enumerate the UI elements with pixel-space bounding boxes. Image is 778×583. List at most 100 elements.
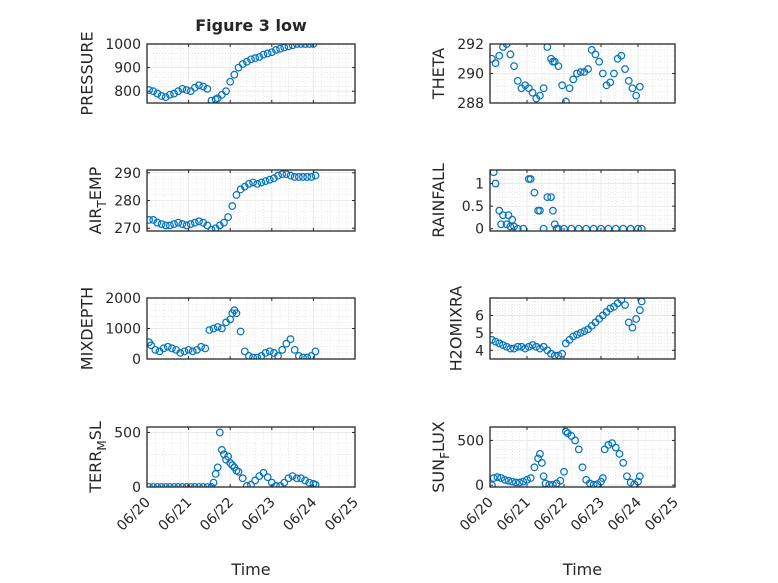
data-point — [176, 349, 185, 357]
data-point — [299, 353, 307, 359]
data-point — [528, 88, 537, 97]
data-point — [490, 481, 496, 487]
data-point — [249, 353, 257, 359]
data-point — [170, 483, 178, 487]
data-series — [490, 427, 644, 487]
y-tick-label: 270 — [114, 221, 141, 237]
subplot-top-right: 288 290 292 THETA — [429, 37, 676, 112]
data-point — [582, 224, 591, 231]
data-point — [174, 483, 183, 487]
data-point — [230, 70, 239, 79]
data-point — [170, 89, 178, 98]
data-point — [178, 483, 187, 487]
data-point — [286, 171, 295, 180]
data-point — [165, 90, 174, 99]
data-point — [261, 349, 270, 357]
data-point — [226, 77, 235, 86]
data-point — [623, 472, 631, 481]
data-point — [510, 62, 518, 71]
grid — [490, 170, 675, 231]
y-tick-label: 0 — [475, 478, 484, 494]
y-axis-label-part: LUX — [429, 421, 448, 452]
y-axis-label: SUNFLUX — [429, 421, 452, 493]
subplot-third-right: 45 6 H2OMIXRA — [446, 286, 676, 371]
data-point — [634, 224, 642, 231]
x-axis-label: Time — [562, 560, 602, 579]
data-point — [584, 65, 592, 73]
data-point — [307, 352, 316, 359]
data-point — [203, 84, 212, 93]
data-point — [261, 177, 270, 185]
data-point — [147, 86, 153, 94]
data-point — [161, 483, 170, 487]
data-point — [157, 92, 166, 100]
data-point — [294, 352, 303, 359]
y-tick-label: 280 — [114, 194, 141, 210]
data-point — [628, 84, 637, 93]
data-point — [263, 473, 272, 482]
data-point — [157, 483, 166, 487]
data-point — [558, 81, 567, 90]
y-tick-label: 800 — [114, 84, 141, 100]
data-point — [311, 347, 320, 356]
data-point — [168, 344, 176, 353]
data-point — [495, 51, 504, 60]
data-point — [547, 193, 555, 202]
data-point — [272, 46, 280, 54]
data-point — [301, 476, 309, 485]
data-series — [490, 170, 646, 231]
data-point — [251, 476, 260, 485]
data-point — [195, 217, 203, 226]
data-point — [560, 467, 568, 476]
y-tick-label: 500 — [114, 425, 141, 441]
data-point — [184, 345, 193, 354]
data-point — [251, 54, 260, 63]
data-point — [573, 69, 581, 78]
data-point — [288, 472, 297, 480]
y-axis-label: MIXDEPTH — [78, 287, 97, 370]
data-point — [604, 224, 613, 231]
y-axis-label-part: TERR — [86, 451, 105, 494]
data-point — [561, 97, 570, 103]
data-point — [199, 483, 208, 487]
data-series — [490, 298, 646, 359]
data-point — [536, 344, 544, 353]
data-point — [232, 191, 241, 199]
data-point — [178, 220, 187, 228]
data-point — [147, 483, 153, 487]
data-point — [574, 224, 583, 231]
y-axis-label: AIRTEMP — [86, 166, 109, 234]
data-point — [580, 327, 589, 336]
data-point — [536, 91, 544, 100]
axes-box — [146, 426, 356, 488]
data-point — [199, 82, 208, 91]
data-point — [619, 458, 628, 467]
data-point — [565, 84, 574, 93]
data-point — [238, 474, 247, 483]
data-point — [272, 482, 280, 487]
data-point — [517, 342, 526, 351]
data-point — [621, 65, 629, 73]
axes-box — [489, 169, 676, 232]
data-point — [621, 301, 629, 309]
data-point — [303, 353, 312, 359]
data-point — [292, 474, 301, 483]
data-point — [203, 483, 212, 487]
data-point — [247, 55, 255, 64]
data-point — [530, 188, 539, 197]
y-axis-label: RAINFALL — [429, 163, 448, 238]
data-point — [576, 68, 585, 76]
data-point — [297, 474, 305, 483]
y-axis-label: TERRMSL — [86, 421, 109, 494]
data-point — [195, 81, 203, 90]
y-tick-label: 500 — [457, 433, 484, 449]
y-tick-label: 0 — [132, 352, 141, 368]
data-point — [539, 84, 548, 93]
data-point — [249, 178, 257, 187]
data-point — [147, 216, 153, 224]
data-point — [282, 170, 291, 179]
plot-area — [490, 170, 675, 231]
data-point — [276, 44, 285, 53]
data-point — [491, 337, 500, 346]
data-point — [215, 428, 224, 437]
